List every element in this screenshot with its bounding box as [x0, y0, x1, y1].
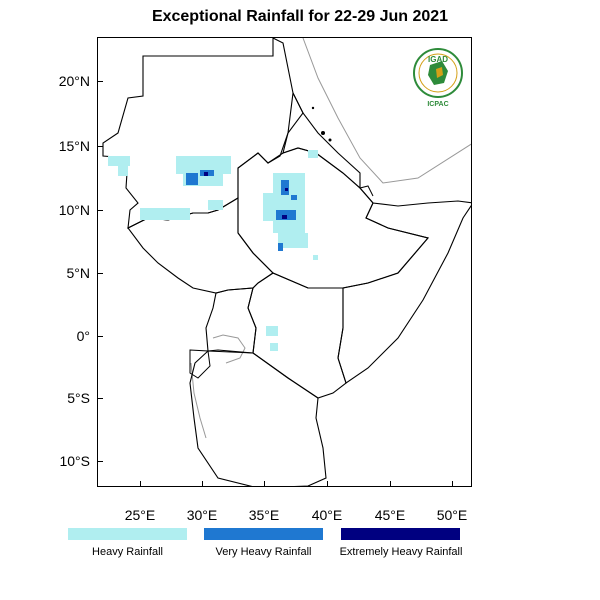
x-tick-mark — [452, 481, 453, 487]
y-tick-mark — [97, 461, 103, 462]
map-frame — [97, 37, 472, 487]
extremely-heavy-rainfall-patches — [204, 172, 288, 219]
legend-label-extremely-heavy: Extremely Heavy Rainfall — [339, 546, 463, 558]
y-tick-20N: 20°N — [58, 73, 90, 89]
x-tick-mark — [202, 481, 203, 487]
legend-swatch-heavy — [68, 528, 187, 540]
y-tick-mark — [97, 81, 103, 82]
y-tick-5N: 5°N — [66, 265, 91, 281]
logo-top-text: IGAD — [428, 55, 448, 64]
y-tick-0: 0° — [76, 328, 90, 344]
y-tick-10S: 10°S — [59, 453, 90, 469]
country-kenya — [247, 272, 347, 399]
coastline-lake — [212, 334, 246, 364]
dahlak-islands — [311, 106, 332, 142]
x-tick-35E: 35°E — [248, 507, 280, 523]
x-tick-mark — [390, 481, 391, 487]
y-tick-mark — [97, 210, 103, 211]
country-uganda — [205, 287, 257, 354]
y-tick-10N: 10°N — [58, 202, 90, 218]
y-tick-15N: 15°N — [58, 138, 90, 154]
coastline-red-sea — [302, 38, 471, 184]
country-tanzania — [189, 350, 327, 486]
x-tick-25E: 25°E — [124, 507, 156, 523]
x-tick-50E: 50°E — [436, 507, 468, 523]
y-tick-5S: 5°S — [67, 390, 90, 406]
map-title: Exceptional Rainfall for 22-29 Jun 2021 — [151, 8, 449, 25]
logo-bottom-text: ICPAC — [427, 101, 448, 108]
region-map — [102, 38, 471, 486]
y-tick-mark — [97, 273, 103, 274]
country-rwanda-burundi — [189, 349, 211, 379]
y-tick-mark — [97, 398, 103, 399]
x-tick-30E: 30°E — [186, 507, 218, 523]
y-tick-mark — [97, 336, 103, 337]
coastline-tanganyika — [190, 362, 207, 439]
legend-label-very-heavy: Very Heavy Rainfall — [215, 546, 312, 558]
x-tick-mark — [264, 481, 265, 487]
coast-djibouti — [359, 185, 374, 197]
legend-swatch-very-heavy — [204, 528, 323, 540]
legend-swatch-extremely-heavy — [341, 528, 460, 540]
x-tick-45E: 45°E — [374, 507, 406, 523]
x-tick-mark — [327, 481, 328, 487]
igad-icpac-logo: IGAD ICPAC — [413, 48, 463, 108]
legend-label-heavy: Heavy Rainfall — [92, 546, 163, 558]
y-tick-mark — [97, 146, 103, 147]
x-tick-40E: 40°E — [311, 507, 343, 523]
x-tick-mark — [140, 481, 141, 487]
country-eritrea — [282, 91, 361, 190]
country-somalia — [337, 187, 471, 384]
